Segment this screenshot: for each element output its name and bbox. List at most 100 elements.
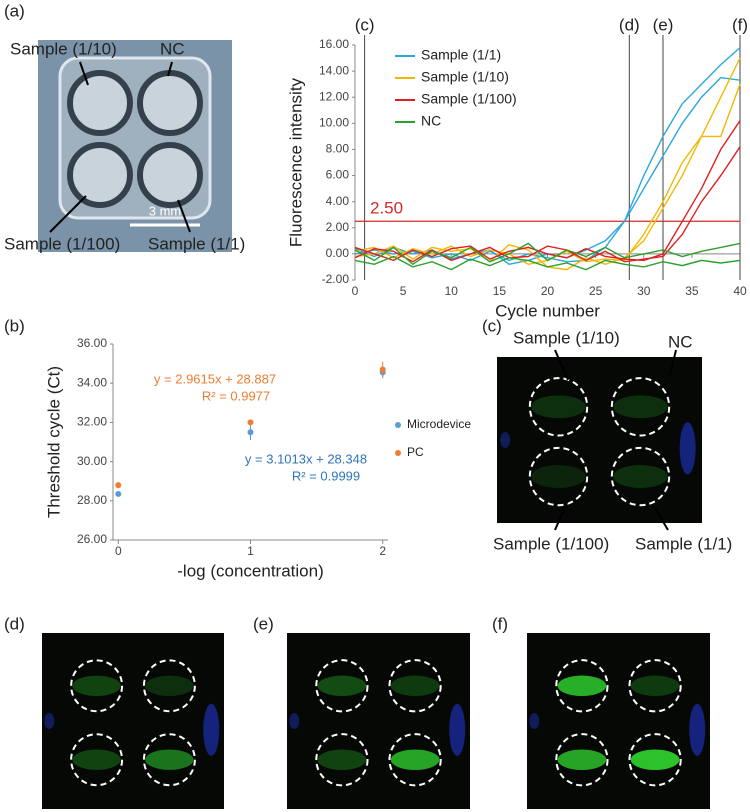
y-tick-label: 4.00 bbox=[326, 194, 350, 208]
y-tick-label: 36.00 bbox=[77, 336, 107, 350]
blue-artifact bbox=[689, 703, 706, 756]
well-outline bbox=[528, 446, 589, 507]
x-tick-label: 5 bbox=[400, 284, 407, 298]
y-axis-label: Fluorescence intensity bbox=[286, 77, 305, 247]
equation: R² = 0.9999 bbox=[292, 468, 360, 483]
data-point bbox=[247, 429, 254, 436]
panel-label: (f) bbox=[492, 614, 508, 633]
equation: y = 2.9615x + 28.887 bbox=[154, 371, 276, 386]
panel-label: (c) bbox=[482, 316, 502, 335]
y-tick-label: 2.00 bbox=[326, 220, 350, 234]
green-signal bbox=[557, 675, 607, 697]
well-label: Sample (1/1) bbox=[635, 534, 732, 553]
x-tick-label: 1 bbox=[247, 544, 254, 558]
y-tick-label: -2.00 bbox=[322, 272, 350, 286]
threshold-label: 2.50 bbox=[370, 199, 403, 218]
blue-artifact bbox=[449, 703, 466, 756]
well-outline bbox=[142, 733, 196, 787]
well-outline bbox=[142, 659, 196, 713]
pointer bbox=[167, 61, 173, 77]
green-signal bbox=[531, 465, 586, 488]
device-photo: 3 mm bbox=[38, 40, 232, 252]
y-tick-label: 28.00 bbox=[77, 493, 107, 507]
pointer bbox=[79, 61, 89, 86]
green-signal bbox=[317, 675, 367, 697]
well bbox=[67, 142, 133, 208]
data-line bbox=[354, 242, 741, 266]
y-tick-label: 32.00 bbox=[77, 415, 107, 429]
legend-label: Sample (1/10) bbox=[421, 69, 509, 85]
y-tick-label: 26.00 bbox=[77, 532, 107, 546]
pointer bbox=[554, 349, 569, 381]
well-label: Sample (1/10) bbox=[513, 328, 620, 347]
x-axis-label: -log (concentration) bbox=[177, 561, 323, 580]
green-signal bbox=[390, 749, 440, 770]
well bbox=[67, 70, 133, 136]
well-outline bbox=[315, 733, 369, 787]
x-tick-label: 25 bbox=[589, 284, 603, 298]
well-label: NC bbox=[160, 39, 185, 58]
pointer bbox=[49, 195, 87, 233]
x-tick-label: 30 bbox=[637, 284, 651, 298]
x-tick-label: 35 bbox=[685, 284, 699, 298]
well-label: NC bbox=[668, 332, 693, 351]
panel-label: (b) bbox=[4, 316, 25, 335]
well-outline bbox=[628, 659, 682, 713]
well-label: Sample (1/100) bbox=[4, 234, 120, 253]
blue-artifact bbox=[289, 713, 300, 729]
legend-label: PC bbox=[407, 445, 424, 459]
data-line bbox=[354, 255, 741, 271]
well-outline bbox=[315, 659, 369, 713]
pointer bbox=[669, 349, 677, 376]
y-tick-label: 14.00 bbox=[319, 63, 349, 77]
data-line bbox=[354, 83, 741, 271]
data-point bbox=[115, 482, 122, 489]
legend-label: NC bbox=[421, 113, 441, 129]
green-signal bbox=[145, 675, 194, 696]
blue-artifact bbox=[679, 422, 696, 475]
green-signal bbox=[557, 749, 607, 770]
blue-artifact bbox=[203, 703, 220, 756]
green-signal bbox=[613, 395, 668, 419]
green-signal bbox=[317, 749, 367, 770]
equation: R² = 0.9977 bbox=[202, 388, 270, 403]
legend-label: Microdevice bbox=[407, 417, 471, 431]
x-tick-label: 2 bbox=[379, 544, 386, 558]
fluorescence-image bbox=[527, 633, 710, 809]
well-outline bbox=[610, 377, 671, 437]
legend-label: Sample (1/1) bbox=[421, 47, 501, 63]
well-label: Sample (1/1) bbox=[148, 234, 245, 253]
cycle-marker-label: (d) bbox=[619, 15, 640, 34]
x-tick-label: 0 bbox=[352, 284, 359, 298]
y-tick-label: 0.00 bbox=[326, 246, 350, 260]
green-signal bbox=[72, 675, 121, 696]
y-tick-label: 30.00 bbox=[77, 454, 107, 468]
green-signal bbox=[613, 465, 668, 488]
blue-artifact bbox=[529, 713, 540, 729]
fluorescence-image bbox=[497, 357, 702, 523]
cycle-marker-label: (c) bbox=[355, 15, 375, 34]
legend-label: Sample (1/100) bbox=[421, 91, 517, 107]
equation: y = 3.1013x + 28.348 bbox=[245, 451, 367, 466]
well-outline bbox=[610, 446, 671, 507]
green-signal bbox=[630, 675, 680, 697]
well-outline bbox=[70, 659, 124, 713]
x-tick-label: 10 bbox=[445, 284, 459, 298]
well-outline bbox=[528, 377, 589, 437]
fluorescence-image bbox=[42, 633, 224, 809]
x-tick-label: 0 bbox=[115, 544, 122, 558]
x-tick-label: 40 bbox=[733, 284, 747, 298]
well-outline bbox=[555, 733, 609, 787]
panel-label: (d) bbox=[4, 614, 25, 633]
y-tick-label: 16.00 bbox=[319, 37, 349, 51]
well-outline bbox=[555, 659, 609, 713]
well-label: Sample (1/100) bbox=[493, 534, 609, 553]
data-point bbox=[115, 490, 122, 497]
data-point bbox=[379, 366, 386, 373]
x-axis-label: Cycle number bbox=[495, 301, 600, 320]
y-tick-label: 34.00 bbox=[77, 375, 107, 389]
x-tick-label: 20 bbox=[541, 284, 555, 298]
cycle-marker-label: (f) bbox=[732, 15, 748, 34]
well-outline bbox=[70, 733, 124, 787]
